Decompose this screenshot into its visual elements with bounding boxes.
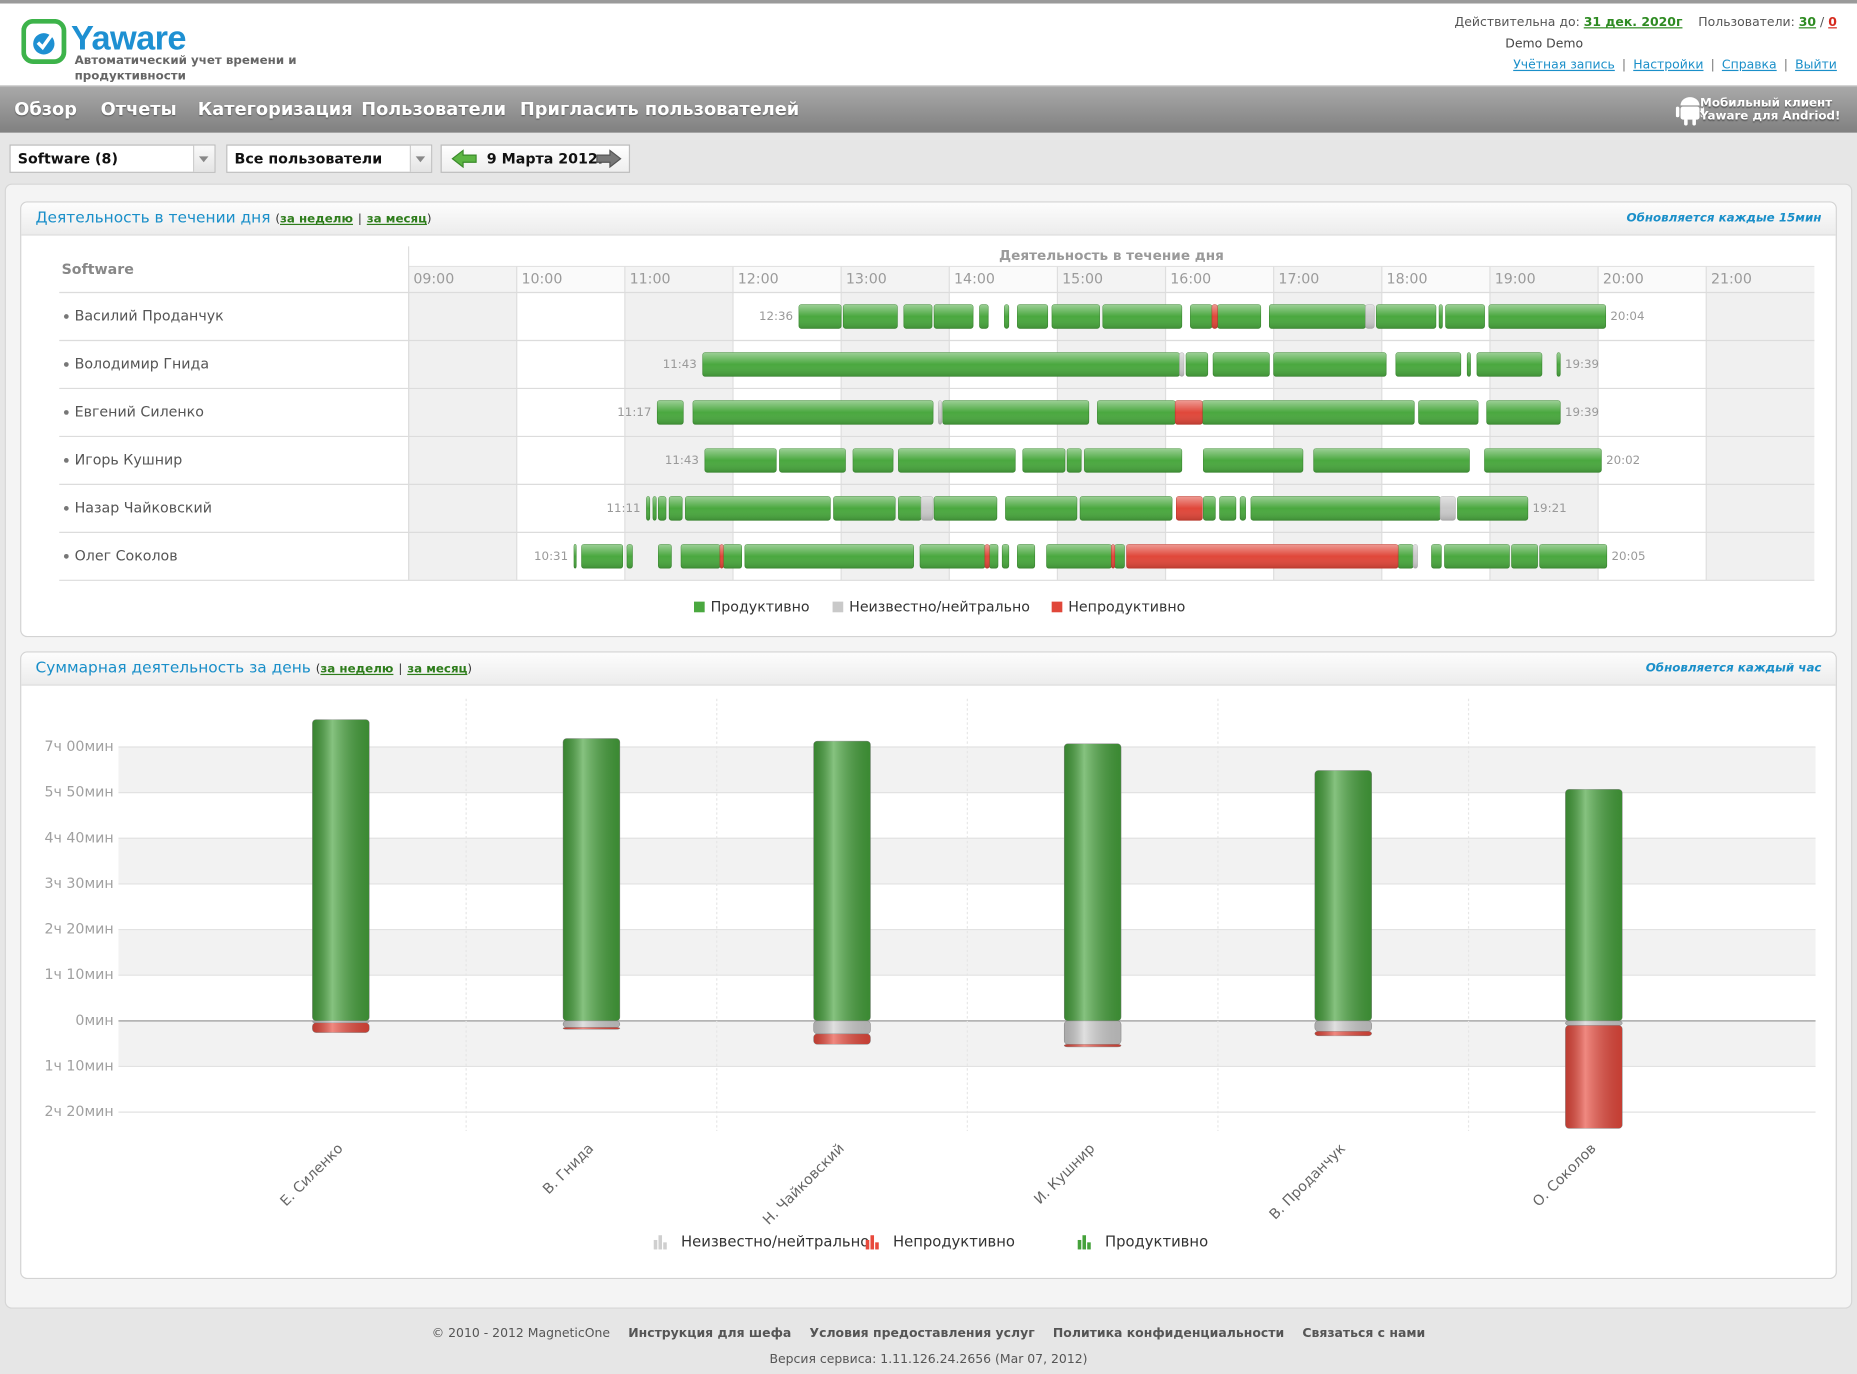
account-link[interactable]: Учётная запись bbox=[1513, 58, 1615, 73]
valid-until-link[interactable]: 31 дек. 2020г bbox=[1583, 15, 1683, 30]
tagline: Автоматический учет времени и продуктивн… bbox=[74, 54, 297, 83]
account-links: Учётная запись | Настройки | Справка | Выйти bbox=[1513, 58, 1837, 72]
month-link[interactable]: за месяц bbox=[407, 663, 468, 677]
copyright: © 2010 - 2012 MagneticOne bbox=[431, 1326, 611, 1341]
bracket: ( bbox=[275, 213, 280, 227]
nav-item[interactable]: Пригласить пользователей bbox=[519, 98, 800, 120]
bracket: ) bbox=[467, 663, 472, 677]
account-name: Demo Demo bbox=[1505, 36, 1584, 51]
top-border bbox=[0, 0, 1857, 4]
nav-bar: Обзор Отчеты Категоризация Пользователи … bbox=[0, 85, 1857, 133]
mobile-line: Мобильный клиент bbox=[1700, 97, 1833, 111]
logo-text[interactable]: Yaware bbox=[71, 20, 186, 59]
link-separator: | bbox=[1783, 58, 1788, 73]
title: Суммарная деятельность за день bbox=[35, 659, 311, 678]
version: Версия сервиса: 1.11.126.24.2656 (Mar 07… bbox=[769, 1352, 1088, 1367]
month-link[interactable]: за месяц bbox=[366, 213, 427, 227]
date-picker: 9 Марта 2012г bbox=[440, 144, 631, 173]
nav-item[interactable]: Отчеты bbox=[100, 98, 177, 120]
valid-until-label: Действительна до: bbox=[1454, 15, 1580, 30]
users-separator: / bbox=[1820, 15, 1825, 30]
bracket: ) bbox=[426, 213, 432, 227]
help-link[interactable]: Справка bbox=[1721, 58, 1777, 73]
separator: | bbox=[398, 663, 403, 677]
footer-links: © 2010 - 2012 MagneticOne Инструкция для… bbox=[0, 1326, 1857, 1340]
mobile-client-link[interactable]: Мобильный клиент Yaware для Andriod! bbox=[1700, 97, 1840, 123]
mobile-line: Yaware для Andriod! bbox=[1700, 110, 1841, 124]
prev-day[interactable] bbox=[451, 149, 477, 169]
nav-item[interactable]: Пользователи bbox=[361, 98, 507, 120]
select-arrow bbox=[409, 145, 432, 172]
box-header: Суммарная деятельность за день (за недел… bbox=[21, 652, 1836, 686]
update-note: Обновляется каждые 15мин bbox=[1626, 211, 1822, 226]
link-separator: | bbox=[1621, 58, 1627, 73]
date-value: 9 Марта 2012г bbox=[486, 150, 606, 167]
license-info: Действительна до: 31 дек. 2020г Пользова… bbox=[1455, 15, 1837, 29]
separator: | bbox=[357, 213, 362, 227]
group-select-value: Software (8) bbox=[17, 150, 118, 167]
footer-link[interactable]: Условия предоставления услуг bbox=[809, 1326, 1035, 1341]
nav-item[interactable]: Обзор bbox=[14, 98, 77, 120]
week-link[interactable]: за неделю bbox=[279, 213, 353, 227]
logo-icon[interactable] bbox=[21, 18, 68, 66]
box-title: Суммарная деятельность за день (за недел… bbox=[36, 660, 472, 678]
users-label: Пользователи: bbox=[1698, 15, 1795, 30]
logout-link[interactable]: Выйти bbox=[1795, 58, 1837, 73]
users-active[interactable]: 0 bbox=[1828, 15, 1837, 30]
settings-link[interactable]: Настройки bbox=[1633, 58, 1704, 73]
footer-link[interactable]: Инструкция для шефа bbox=[628, 1326, 792, 1341]
update-note: Обновляется каждый час bbox=[1645, 662, 1822, 676]
bracket: ( bbox=[315, 663, 321, 677]
box-title: Деятельность в течении дня (за неделю | … bbox=[36, 210, 432, 228]
link-separator: | bbox=[1710, 58, 1715, 73]
header: Yaware Автоматический учет времени и про… bbox=[0, 3, 1857, 86]
footer-link[interactable]: Связаться с нами bbox=[1302, 1326, 1426, 1341]
summary-box: Суммарная деятельность за день (за недел… bbox=[20, 651, 1837, 1280]
group-select[interactable]: Software (8) bbox=[9, 144, 216, 173]
week-link[interactable]: за неделю bbox=[320, 663, 394, 677]
timeline-box: Деятельность в течении дня (за неделю | … bbox=[20, 201, 1837, 638]
footer-link[interactable]: Политика конфиденциальности bbox=[1052, 1326, 1285, 1341]
users-select-value: Все пользователи bbox=[234, 150, 383, 167]
users-total[interactable]: 30 bbox=[1798, 15, 1817, 30]
users-select[interactable]: Все пользователи bbox=[226, 144, 433, 173]
box-header: Деятельность в течении дня (за неделю | … bbox=[21, 202, 1836, 236]
select-arrow bbox=[193, 145, 215, 172]
nav-item[interactable]: Категоризация bbox=[197, 98, 353, 120]
title: Деятельность в течении дня bbox=[35, 209, 271, 228]
next-day[interactable] bbox=[596, 149, 622, 169]
android-icon[interactable] bbox=[1675, 95, 1705, 126]
